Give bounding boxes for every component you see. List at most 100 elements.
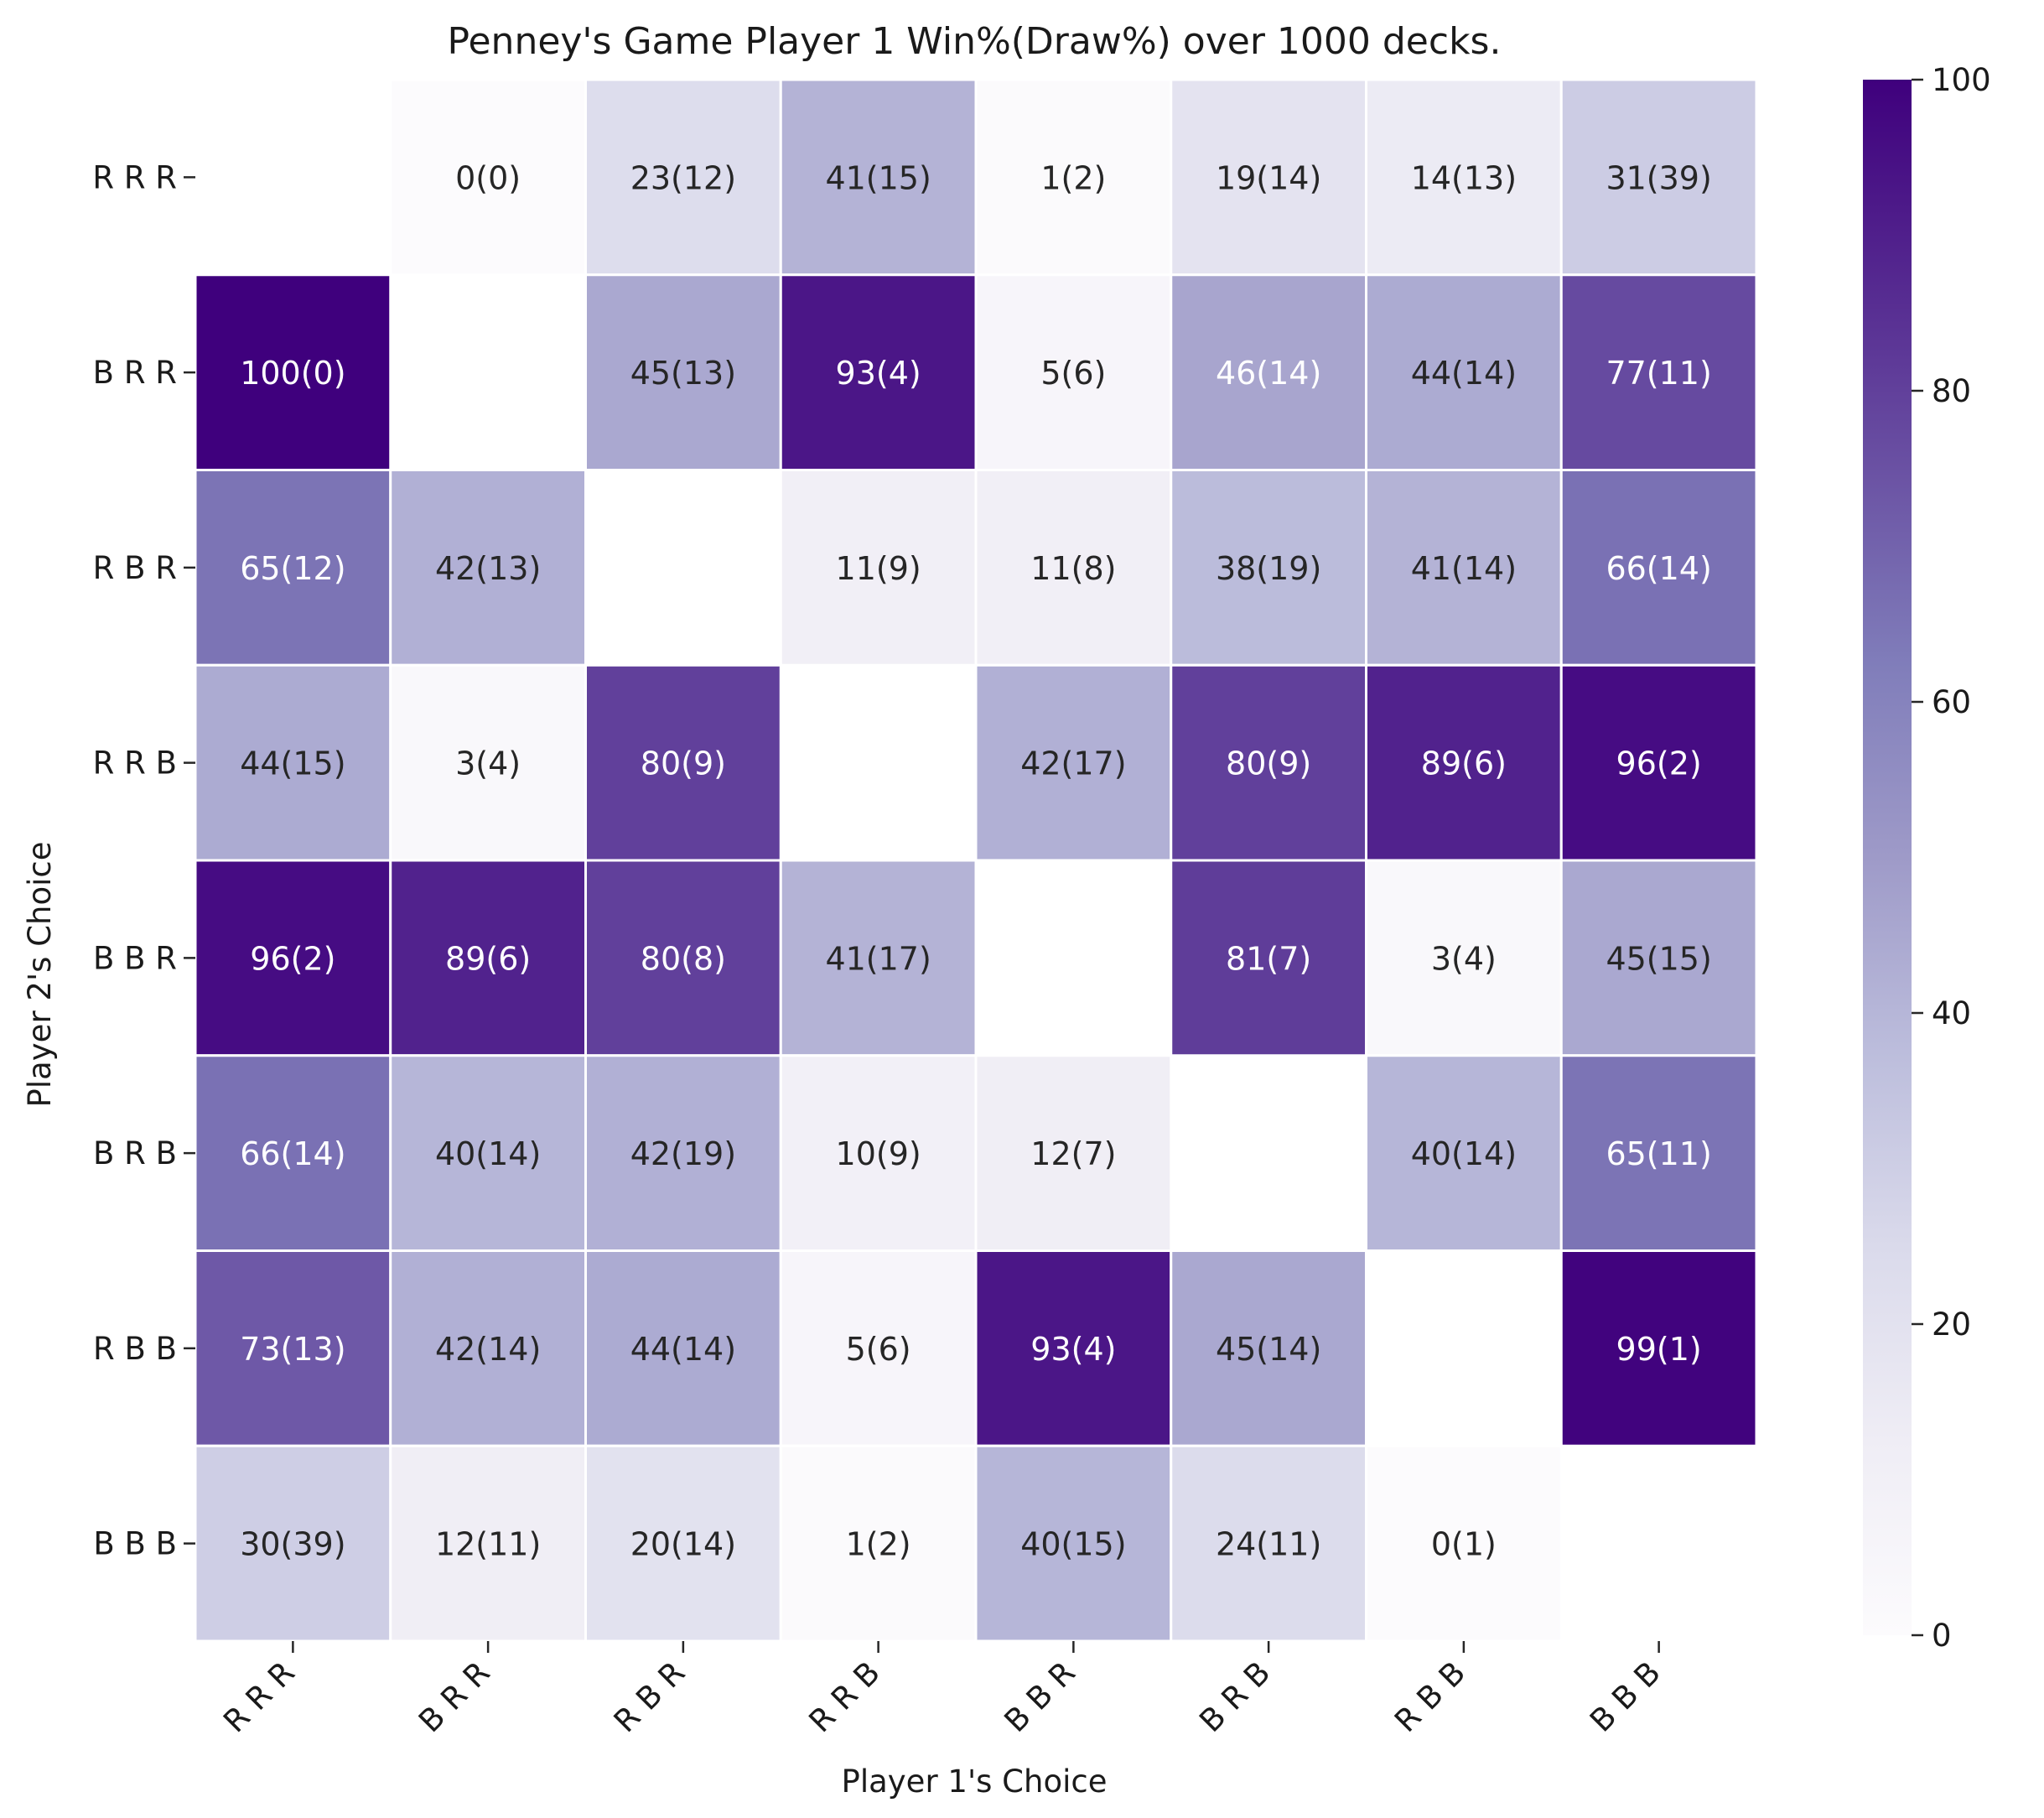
cell-label: 24(11) — [1216, 1526, 1321, 1563]
cell-label: 11(8) — [1030, 550, 1116, 587]
heatmap-cell — [1559, 273, 1758, 471]
cell-label: 3(4) — [1431, 940, 1497, 977]
cell-label: 19(14) — [1216, 159, 1321, 196]
y-tick-label: R R R — [92, 159, 177, 195]
cell-label: 44(14) — [1411, 355, 1517, 392]
heatmap-cell — [974, 1444, 1173, 1643]
cell-label: 99(1) — [1616, 1331, 1702, 1368]
heatmap-cell — [1365, 78, 1563, 277]
cell-label: 1(2) — [1040, 159, 1106, 196]
heatmap-cell — [1170, 1444, 1367, 1643]
heatmap-cell — [779, 1054, 978, 1252]
cell-label: 96(2) — [1616, 745, 1702, 782]
y-tick-label: R B R — [93, 550, 177, 586]
x-tick-label: B B B — [1583, 1654, 1668, 1739]
colorbar-tick-label: 60 — [1932, 684, 1971, 720]
heatmap-cell — [584, 78, 782, 277]
colorbar-ticks: 0 20 40 60 80 100 — [1912, 62, 1991, 1654]
cell-label: 40(14) — [435, 1135, 541, 1172]
chart-title: Penney's Game Player 1 Win%(Draw%) over … — [448, 20, 1502, 63]
cell-label: 41(17) — [825, 940, 931, 977]
heatmap-cell — [194, 859, 392, 1057]
cell-label: 42(13) — [435, 550, 541, 587]
heatmap-cell — [779, 78, 978, 277]
colorbar-tick-label: 80 — [1932, 373, 1971, 409]
heatmap-cell — [389, 1054, 587, 1252]
cell-label: 80(8) — [641, 940, 726, 977]
x-tick-label: R B B — [1388, 1654, 1472, 1739]
heatmap-cell — [1365, 663, 1563, 862]
heatmap-cell-labels: 0(0) 23(12) 41(15) 1(2) 19(14) 14(13) 31(39) 10… — [240, 159, 1712, 1562]
heatmap-cell — [974, 78, 1173, 277]
cell-label: 5(6) — [846, 1331, 911, 1368]
heatmap-cell — [584, 663, 782, 862]
heatmap-cell — [389, 1444, 587, 1643]
heatmap-cell — [1559, 1054, 1758, 1252]
heatmap-cell — [194, 1444, 392, 1643]
cell-label: 41(14) — [1411, 550, 1517, 587]
cell-label: 14(13) — [1411, 159, 1517, 196]
cell-label: 100(0) — [240, 355, 345, 392]
heatmap-cell — [584, 273, 782, 471]
x-tick-label: R R B — [802, 1654, 887, 1739]
heatmap-cell — [194, 1054, 392, 1252]
y-axis-label: Player 2's Choice — [22, 842, 58, 1108]
x-tick-label: B R B — [1192, 1654, 1277, 1739]
heatmap-cell — [779, 469, 978, 667]
cell-label: 81(7) — [1226, 940, 1311, 977]
cell-label: 38(19) — [1216, 550, 1321, 587]
cell-label: 42(14) — [435, 1331, 541, 1368]
heatmap-cell — [194, 663, 392, 862]
cell-label: 3(4) — [455, 745, 521, 782]
cell-label: 10(9) — [836, 1135, 921, 1172]
cell-label: 89(6) — [1421, 745, 1507, 782]
cell-label: 80(9) — [1226, 745, 1311, 782]
x-tick-label: B B R — [998, 1654, 1082, 1739]
heatmap-cell — [1170, 273, 1367, 471]
cell-label: 0(1) — [1431, 1526, 1497, 1563]
heatmap-cell — [1559, 859, 1758, 1057]
y-tick-label: R R B — [93, 745, 177, 782]
heatmap-cell — [1170, 469, 1367, 667]
heatmap-cell — [1170, 1249, 1367, 1447]
heatmap-cell — [974, 663, 1173, 862]
cell-label: 45(14) — [1216, 1331, 1321, 1368]
heatmap-cell — [1559, 469, 1758, 667]
cell-label: 73(13) — [240, 1331, 345, 1368]
heatmap-cell — [584, 1054, 782, 1252]
cell-label: 11(9) — [836, 550, 921, 587]
cell-label: 93(4) — [1030, 1331, 1116, 1368]
cell-label: 42(19) — [630, 1135, 736, 1172]
colorbar-tick-label: 0 — [1932, 1618, 1952, 1654]
cell-label: 80(9) — [641, 745, 726, 782]
colorbar-tick-label: 40 — [1932, 995, 1971, 1031]
colorbar — [1863, 80, 1912, 1635]
cell-label: 12(11) — [435, 1526, 541, 1563]
cell-label: 30(39) — [240, 1526, 345, 1563]
heatmap-cell — [974, 469, 1173, 667]
heatmap-cell — [779, 1444, 978, 1643]
heatmap-cell — [389, 663, 587, 862]
colorbar-tick-label: 20 — [1932, 1306, 1971, 1343]
cell-label: 40(14) — [1411, 1135, 1517, 1172]
heatmap-cell — [779, 1249, 978, 1447]
cell-label: 12(7) — [1030, 1135, 1116, 1172]
cell-label: 20(14) — [630, 1526, 736, 1563]
x-tick-label: B R R — [412, 1654, 496, 1739]
cell-label: 66(14) — [240, 1135, 345, 1172]
cell-label: 96(2) — [250, 940, 335, 977]
heatmap-cells — [194, 78, 1758, 1643]
y-tick-label: B R B — [93, 1135, 177, 1171]
y-tick-label: B B R — [93, 940, 177, 976]
cell-label: 5(6) — [1040, 355, 1106, 392]
heatmap-cell — [779, 273, 978, 471]
heatmap-cell — [1365, 1444, 1563, 1643]
cell-label: 44(14) — [630, 1331, 736, 1368]
heatmap-cell — [1559, 663, 1758, 862]
heatmap-cell — [1170, 78, 1367, 277]
cell-label: 41(15) — [825, 159, 931, 196]
cell-label: 65(12) — [240, 550, 345, 587]
cell-label: 66(14) — [1606, 550, 1711, 587]
heatmap-cell — [1365, 1054, 1563, 1252]
